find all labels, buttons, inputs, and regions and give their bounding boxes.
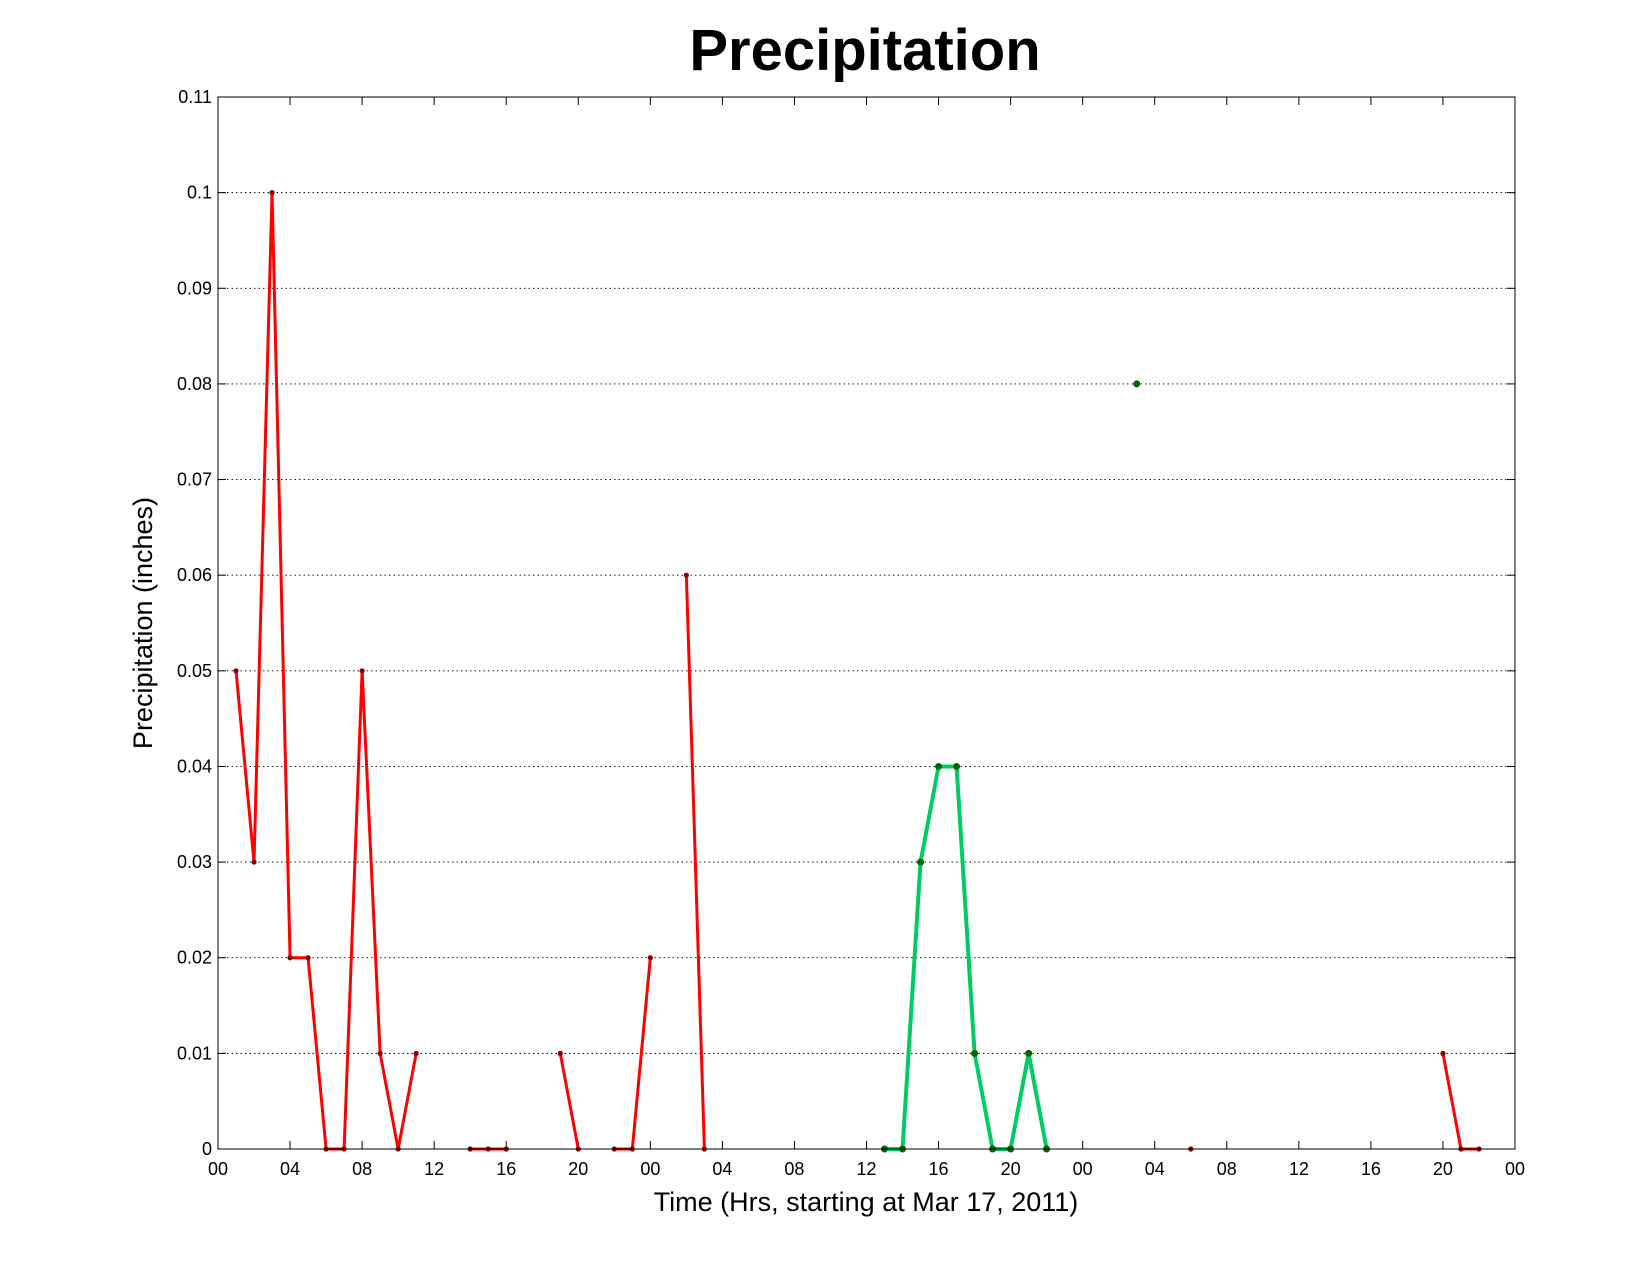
series-line (684, 575, 706, 1150)
data-point (305, 955, 311, 961)
data-point (647, 955, 653, 961)
y-axis-ticks: 0 0.01 0.02 0.03 0.04 0.05 0.06 0.07 0.08 0.09 0.1… (177, 87, 1515, 1159)
y-tick-label: 0.02 (177, 948, 212, 968)
x-axis-label: Time (Hrs, starting at Mar 17, 2011) (654, 1187, 1079, 1217)
data-point (287, 955, 293, 961)
x-tick-label: 12 (1289, 1159, 1309, 1179)
data-point (1133, 380, 1141, 388)
data-point (359, 668, 365, 674)
x-tick-label: 08 (784, 1159, 804, 1179)
y-tick-label: 0.08 (177, 374, 212, 394)
series-line (884, 764, 1049, 1151)
x-tick-label: 04 (712, 1159, 732, 1179)
data-point (233, 668, 239, 674)
y-tick-label: 0.1 (187, 183, 212, 203)
x-tick-label: 20 (1433, 1159, 1453, 1179)
series-line (1441, 1053, 1479, 1151)
data-point (1025, 1049, 1033, 1057)
data-point (269, 190, 275, 196)
x-tick-label: 00 (1073, 1159, 1093, 1179)
x-tick-label: 12 (856, 1159, 876, 1179)
x-tick-label: 12 (424, 1159, 444, 1179)
x-tick-label: 16 (496, 1159, 516, 1179)
plot-frame (217, 96, 1516, 1150)
x-axis-ticks: 00 04 08 12 16 20 00 04 08 12 16 20 00 04 08 12 16 20 00 (208, 97, 1525, 1179)
y-axis-label: Precipitation (inches) (128, 497, 158, 749)
chart-title: Precipitation (689, 18, 1040, 83)
data-point (971, 1049, 979, 1057)
data-point (917, 858, 925, 866)
x-tick-label: 20 (1001, 1159, 1021, 1179)
x-tick-label: 20 (568, 1159, 588, 1179)
y-tick-label: 0.04 (177, 756, 212, 776)
data-point (413, 1050, 419, 1056)
y-tick-label: 0.07 (177, 470, 212, 490)
x-tick-label: 08 (1217, 1159, 1237, 1179)
series-line (558, 1053, 580, 1150)
y-tick-label: 0.05 (177, 661, 212, 681)
data-point (377, 1050, 383, 1056)
data-point (557, 1050, 563, 1056)
x-tick-label: 08 (352, 1159, 372, 1179)
grid-lines (218, 192, 1515, 1054)
y-tick-label: 0.03 (177, 852, 212, 872)
x-tick-label: 00 (208, 1159, 228, 1179)
data-point (935, 762, 943, 770)
x-tick-label: 16 (1361, 1159, 1381, 1179)
x-tick-label: 04 (280, 1159, 300, 1179)
series-lines (233, 190, 1482, 1153)
y-tick-label: 0.09 (177, 278, 212, 298)
data-point (953, 762, 961, 770)
data-point (683, 572, 689, 578)
x-tick-label: 16 (929, 1159, 949, 1179)
y-tick-label: 0.06 (177, 565, 212, 585)
data-point (1440, 1050, 1446, 1056)
x-tick-label: 00 (1505, 1159, 1525, 1179)
y-tick-label: 0.01 (177, 1043, 212, 1063)
x-tick-label: 04 (1145, 1159, 1165, 1179)
y-tick-label: 0.11 (178, 87, 212, 107)
data-point (251, 859, 257, 865)
x-tick-label: 00 (640, 1159, 660, 1179)
y-tick-label: 0 (202, 1139, 212, 1159)
